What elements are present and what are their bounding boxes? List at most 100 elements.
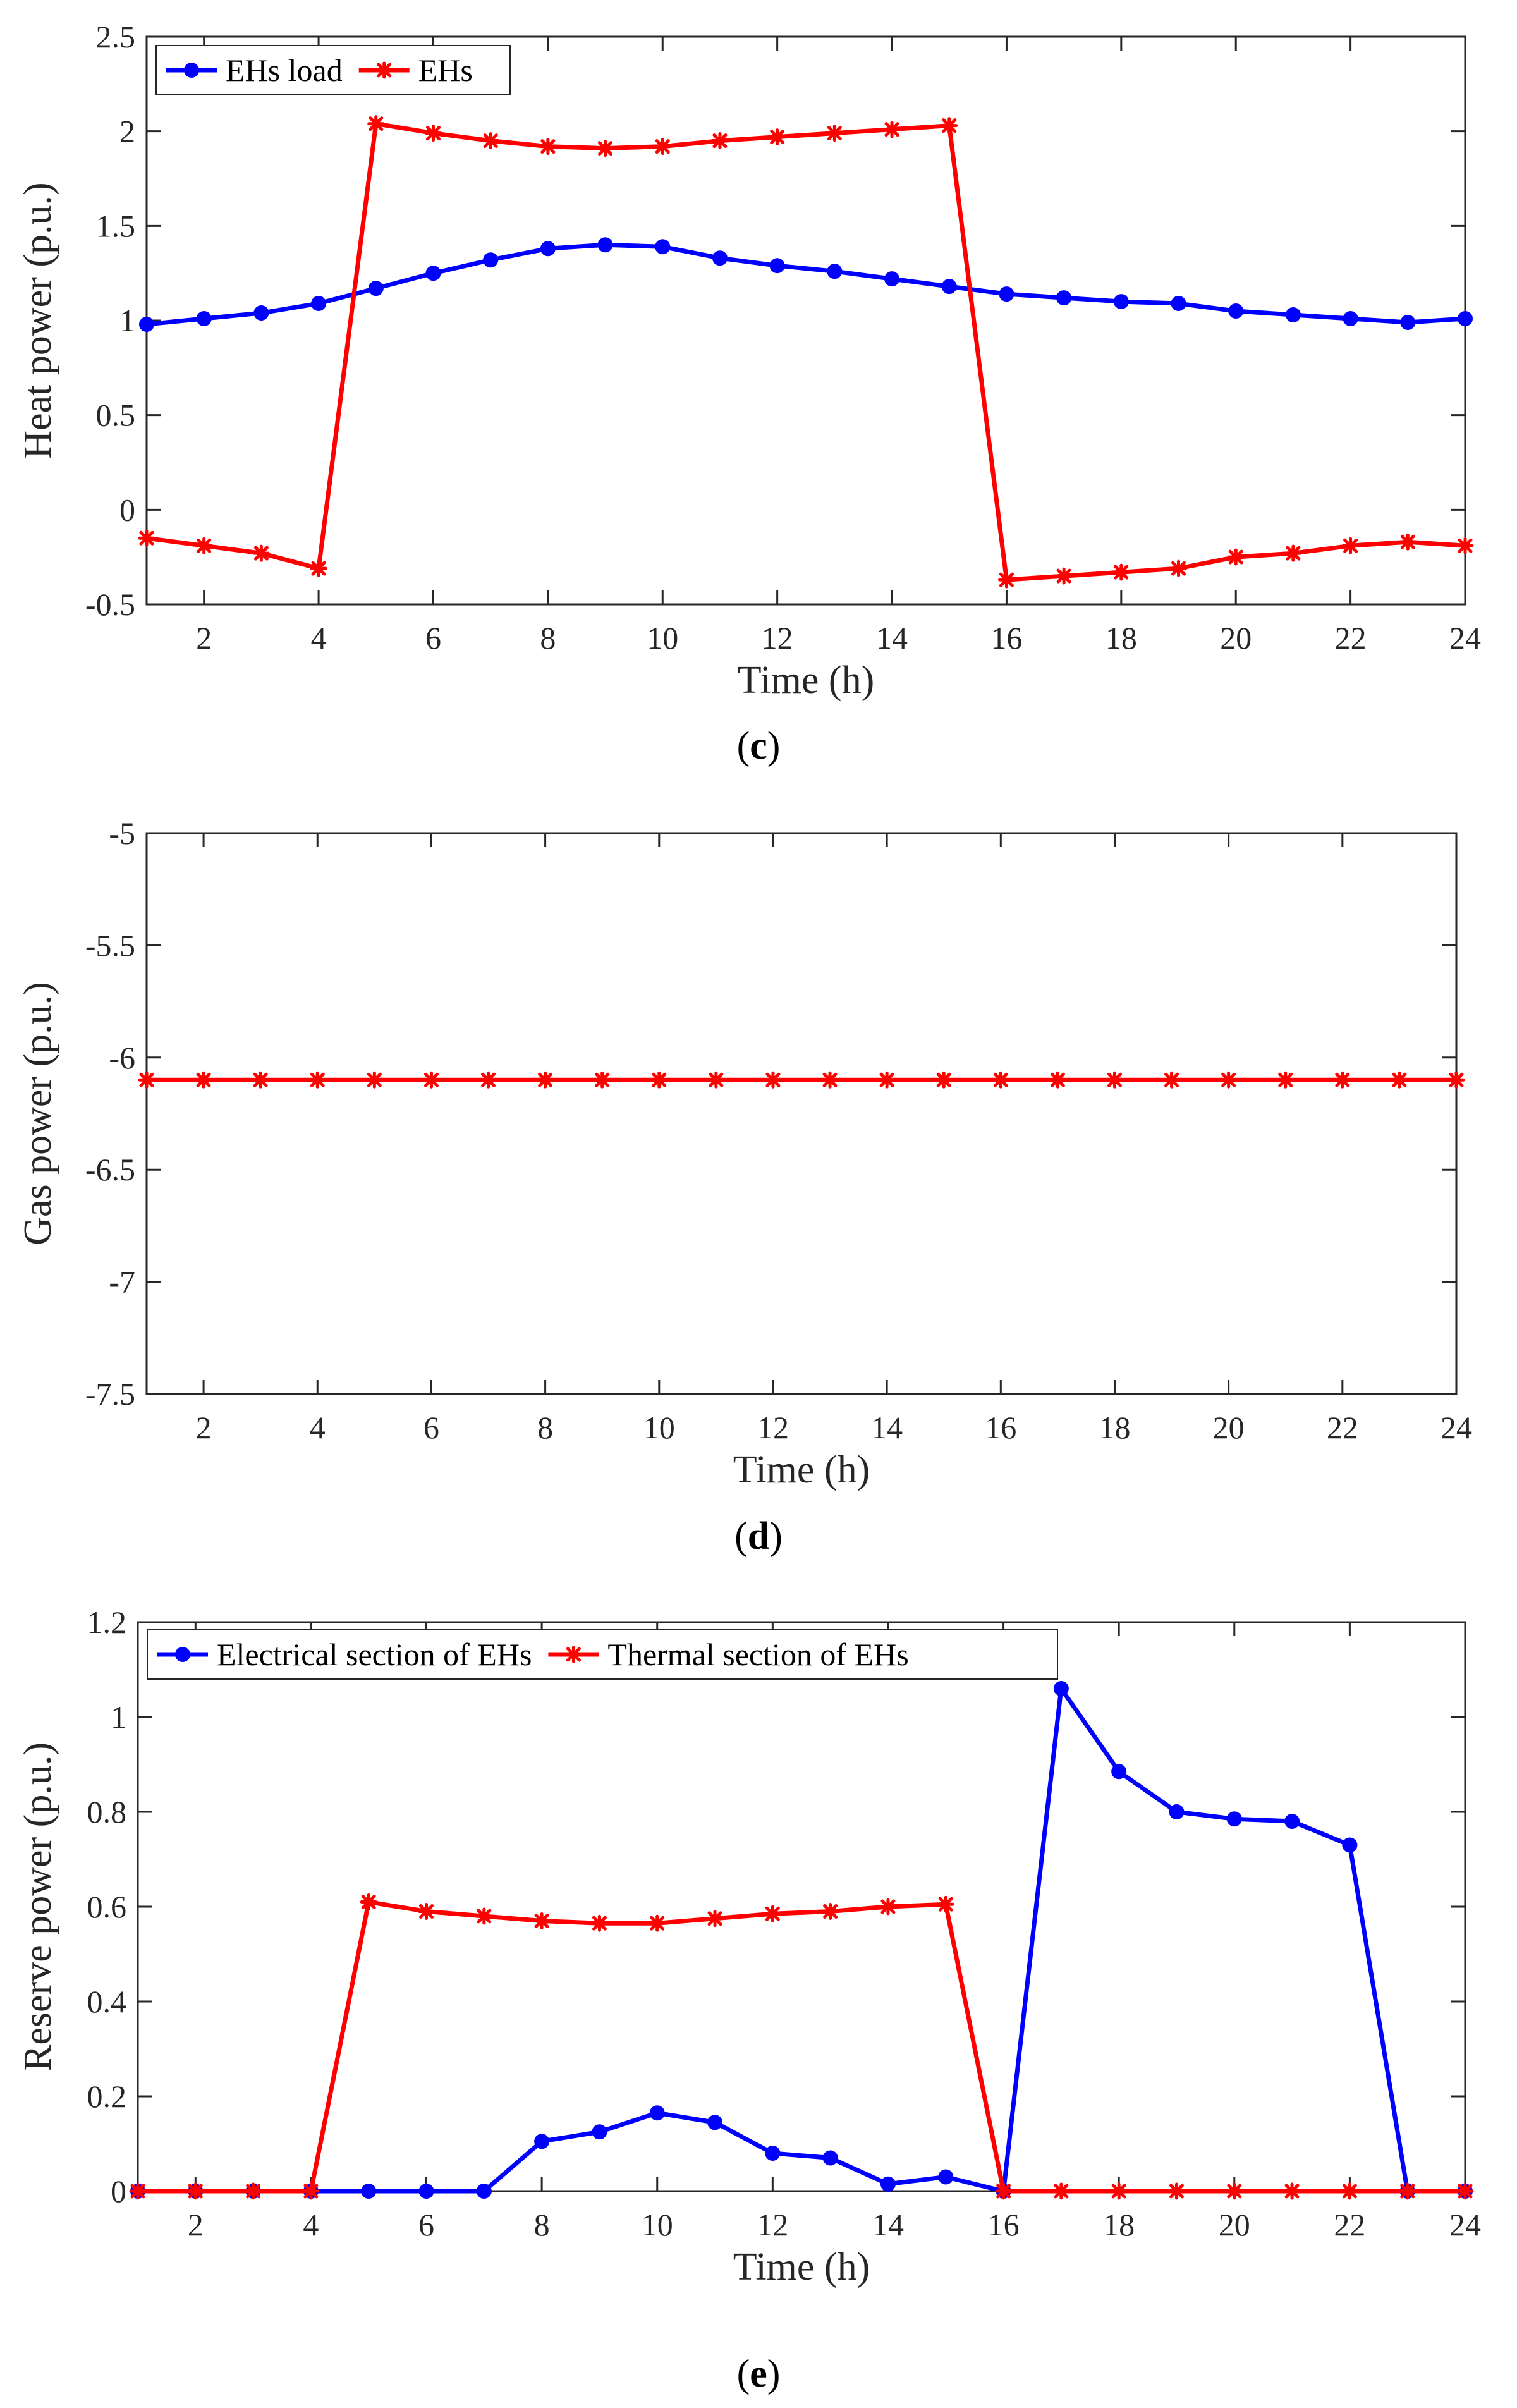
data-point: [195, 1071, 212, 1089]
series-line: [146, 121, 1466, 582]
x-tick-label: 12: [757, 2207, 788, 2242]
x-tick-label: 24: [1441, 1410, 1472, 1445]
data-point: [537, 1071, 554, 1089]
x-tick-label: 18: [1103, 2207, 1135, 2242]
data-point: [1113, 294, 1129, 310]
data-point: [482, 132, 499, 150]
caption-open: (: [737, 724, 750, 767]
x-tick-label: 16: [990, 620, 1022, 656]
x-tick-label: 2: [196, 620, 212, 656]
data-point: [1110, 2182, 1128, 2200]
data-point: [245, 2182, 262, 2200]
data-point: [311, 296, 327, 312]
data-point: [1055, 567, 1073, 585]
data-point: [1226, 1811, 1242, 1827]
data-point: [1458, 311, 1473, 327]
data-point: [1052, 2182, 1070, 2200]
data-point: [707, 2115, 723, 2130]
x-tick-label: 6: [425, 620, 441, 656]
data-point: [1220, 1071, 1238, 1089]
data-point: [1167, 2182, 1185, 2200]
data-point: [1228, 303, 1244, 319]
data-point: [1341, 2182, 1358, 2200]
caption-letter: e: [750, 2352, 767, 2395]
data-point: [533, 1912, 551, 1929]
data-point: [1056, 290, 1072, 306]
data-point: [1163, 1071, 1181, 1089]
plot-area: [145, 35, 1466, 606]
y-tick-label: 0.5: [96, 398, 136, 433]
x-tick-label: 4: [311, 620, 327, 656]
data-point: [707, 1071, 725, 1089]
x-tick-label: 2: [188, 2207, 204, 2242]
data-point: [425, 266, 441, 281]
x-tick-label: 12: [762, 620, 793, 656]
x-tick-label: 10: [642, 2207, 673, 2242]
data-point: [935, 1071, 953, 1089]
data-point: [878, 1071, 896, 1089]
x-tick-label: 6: [423, 1410, 439, 1445]
data-point: [1284, 544, 1302, 562]
plot-area: [145, 832, 1458, 1395]
data-point: [1343, 311, 1358, 327]
legend-swatch-marker: [375, 61, 393, 79]
data-point: [1171, 296, 1186, 312]
data-point: [822, 2150, 838, 2166]
data-point: [941, 279, 957, 295]
x-tick-label: 14: [876, 620, 908, 656]
data-point: [592, 2124, 607, 2140]
data-point: [941, 117, 958, 135]
data-point: [367, 115, 385, 133]
series-0: [139, 237, 1473, 332]
y-tick-label: -6.5: [85, 1152, 135, 1187]
caption-open: (: [734, 1515, 748, 1558]
y-tick-label: 1.2: [87, 1604, 127, 1640]
data-point: [253, 305, 269, 321]
series-line: [146, 242, 1466, 327]
data-point: [992, 1071, 1009, 1089]
data-point: [1226, 2182, 1243, 2200]
legend-swatch-marker: [564, 1646, 582, 1663]
data-point: [654, 138, 671, 156]
x-tick-label: 22: [1327, 1410, 1358, 1445]
data-point: [418, 2184, 434, 2199]
y-tick-label: 1: [111, 1699, 126, 1735]
series-1: [129, 1893, 1474, 2200]
series-1: [138, 115, 1474, 589]
data-point: [597, 140, 614, 157]
data-point: [361, 2184, 377, 2199]
x-tick-label: 24: [1449, 2207, 1481, 2242]
data-point: [1342, 537, 1360, 554]
x-tick-label: 8: [540, 620, 556, 656]
x-tick-label: 16: [988, 2207, 1020, 2242]
x-tick-label: 22: [1334, 2207, 1365, 2242]
data-point: [1399, 2182, 1416, 2200]
y-tick-label: 1: [119, 303, 135, 338]
data-point: [540, 241, 556, 257]
legend-swatch-marker: [184, 63, 199, 78]
y-tick-label: 0.2: [87, 2079, 127, 2114]
data-point: [1447, 1071, 1465, 1089]
x-tick-label: 18: [1106, 620, 1137, 656]
data-point: [539, 138, 557, 156]
y-tick-label: 0.4: [87, 1984, 127, 2019]
y-tick-label: -7.5: [85, 1376, 135, 1412]
data-point: [195, 537, 213, 554]
data-point: [997, 571, 1015, 589]
data-point: [879, 1898, 897, 1916]
data-point: [706, 1910, 724, 1928]
y-tick-label: 0: [119, 492, 135, 527]
y-tick-label: -0.5: [85, 587, 135, 622]
caption-open: (: [737, 2352, 750, 2395]
data-point: [769, 128, 786, 146]
x-tick-label: 20: [1220, 620, 1252, 656]
data-point: [765, 2146, 781, 2161]
data-point: [196, 311, 212, 327]
data-point: [422, 1071, 440, 1089]
data-point: [995, 2182, 1013, 2200]
caption-letter: d: [748, 1515, 769, 1558]
legend-box: [147, 1629, 1058, 1680]
data-point: [1049, 1071, 1066, 1089]
x-tick-label: 22: [1335, 620, 1367, 656]
